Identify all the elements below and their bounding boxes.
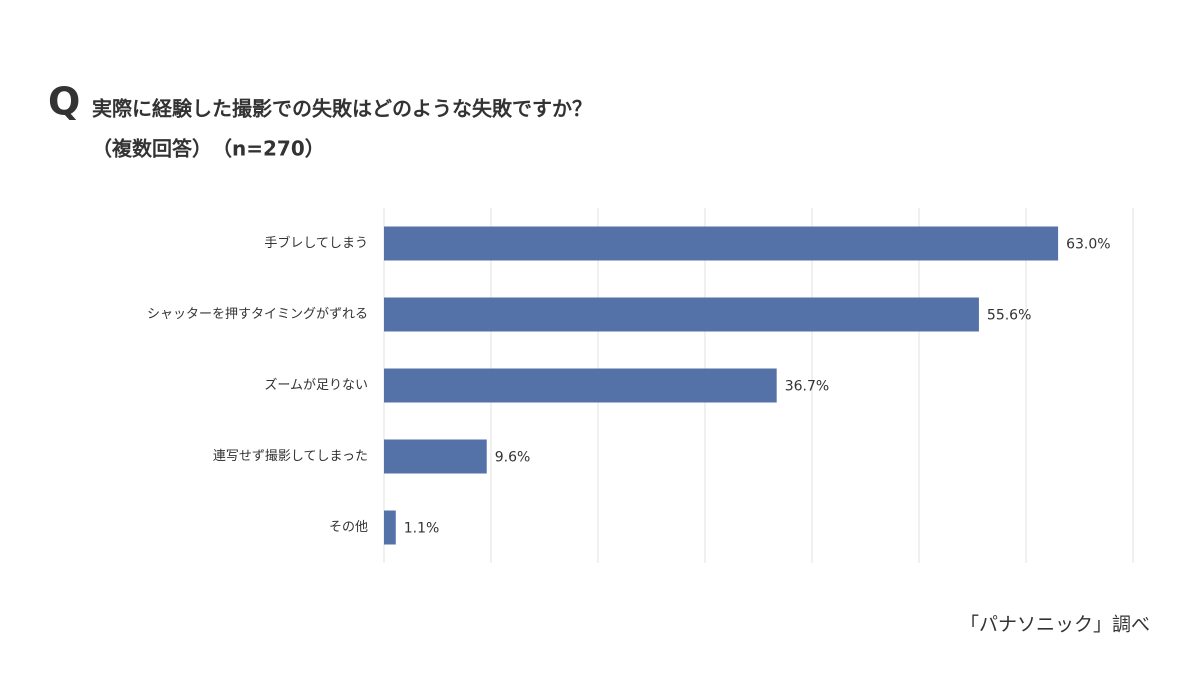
bar [384,226,1059,261]
y-tick-label: ズームが足りない [264,377,368,393]
value-label: 1.1% [404,521,440,537]
chart-title: 実際に経験した撮影での失敗はどのような失敗ですか？ [92,97,592,121]
q-mark: Q [48,80,80,124]
value-label: 36.7% [785,379,829,395]
source: 「パナソニック」調べ [960,614,1150,636]
bar [384,510,396,545]
y-tick-label: その他 [329,520,368,535]
value-label: 63.0% [1066,237,1110,253]
y-tick-label: 手ブレしてしまう [264,235,368,251]
bar [384,368,777,403]
y-tick-label: シャッターを押すタイミングがずれる [147,307,368,322]
y-tick-label: 連写せず撮影してしまった [213,448,368,464]
bar [384,439,487,474]
bar [384,297,979,332]
value-label: 55.6% [987,308,1031,324]
chart-subtitle: （複数回答） （n=270） [92,137,325,161]
value-label: 9.6% [495,450,531,466]
